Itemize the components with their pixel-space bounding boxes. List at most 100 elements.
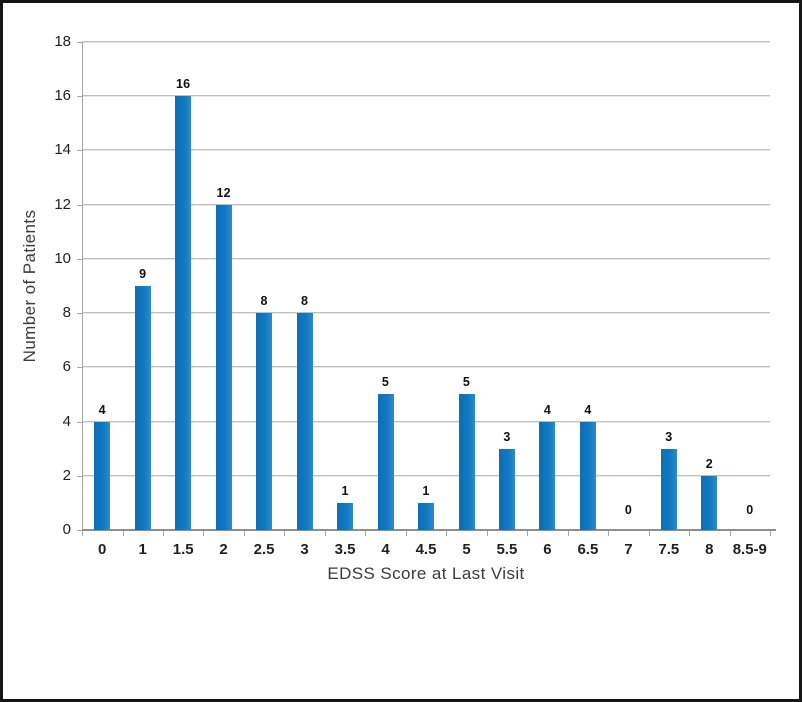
y-axis-tick [77,96,82,98]
x-tick-label: 7.5 [658,541,680,558]
y-axis-tick [77,204,82,206]
y-tick-label: 2 [62,466,71,484]
bar-value-label: 0 [624,503,632,517]
gridline-2 [82,474,770,476]
bar-1.5 [175,96,192,530]
x-tick-label: 8 [705,541,714,558]
y-axis-tick [77,421,82,423]
bar-value-label: 16 [176,77,191,92]
y-axis-tick [77,530,82,531]
x-axis-tick [82,531,83,536]
bar-4 [377,394,394,530]
gridline-6 [82,366,770,368]
x-axis-tick [243,531,245,536]
x-tick-label: 4.5 [415,541,437,558]
y-axis-tick [77,313,82,315]
bar-2.5 [256,313,273,530]
gridline-4 [82,420,770,422]
y-tick-label: 18 [54,33,71,50]
bar-5.5 [498,448,515,530]
bar-value-label: 8 [260,294,268,309]
bar-value-label: 2 [705,456,713,471]
x-axis-tick [648,531,650,536]
x-tick-label: 5 [462,541,471,558]
bar-value-label: 4 [98,402,106,417]
x-tick-label: 8.5-9 [732,541,767,558]
x-axis-line [82,529,776,531]
x-axis-tick [608,531,610,536]
bar-2 [215,204,232,530]
y-axis-tick [77,367,82,369]
y-axis-tick [77,150,82,152]
y-tick-label: 14 [54,141,71,159]
x-axis-tick [324,531,326,536]
x-tick-label: 3 [300,541,309,558]
y-tick-label: 0 [62,521,71,538]
bar-value-label: 8 [301,294,309,309]
bar-value-label: 9 [139,267,147,281]
bar-value-label: 4 [584,402,592,417]
bar-7.5 [660,448,677,530]
x-axis-tick [689,531,691,536]
x-axis-tick [365,531,367,536]
x-axis-tick [567,531,569,536]
bar-6 [539,421,556,530]
x-axis-tick [122,531,124,536]
y-axis-line [82,42,83,530]
y-tick-label: 6 [62,358,71,376]
y-tick-label: 12 [54,195,71,213]
x-axis-tick [729,531,731,536]
bar-value-label: 12 [216,185,231,200]
x-axis-tick [405,531,407,536]
x-tick-label: 6.5 [577,541,599,558]
y-tick-label: 4 [62,412,71,430]
x-tick-label: 1 [138,541,147,558]
x-tick-label: 2.5 [253,541,275,558]
x-axis-tick [162,531,164,536]
bar-value-label: 5 [462,375,471,390]
x-axis-tick [527,531,529,536]
x-axis-tick [446,531,448,536]
x-axis-tick [203,531,205,536]
bar-3 [296,313,313,530]
bar-6.5 [579,421,596,530]
bar-5 [458,394,475,530]
x-tick-label: 6 [543,541,552,558]
bar-3.5 [337,502,354,530]
bar-4.5 [418,502,434,530]
gridline-14 [82,149,770,151]
bar-value-label: 0 [746,503,754,517]
y-axis-tick [77,475,82,477]
x-axis-tick [284,531,286,536]
gridline-8 [82,312,770,314]
gridline-12 [82,203,770,205]
x-tick-label: 3.5 [334,541,356,558]
bar-value-label: 3 [503,429,511,444]
x-tick-label: 5.5 [496,541,518,558]
x-tick-label: 1.5 [172,541,194,558]
bar-value-label: 4 [543,402,551,417]
y-axis-tick [77,258,82,260]
gridline-10 [82,257,770,259]
bar-1 [134,286,151,530]
y-tick-label: 10 [54,249,71,267]
x-tick-label: 0 [98,541,107,558]
bar-8 [701,475,718,530]
x-tick-label: 4 [381,541,390,558]
y-axis-title: Number of Patients [20,209,39,363]
y-axis-tick [77,42,82,43]
x-axis-tick [486,531,488,536]
x-axis-title: EDSS Score at Last Visit [327,564,525,583]
bar-value-label: 1 [341,483,349,498]
bar-value-label: 3 [665,429,673,444]
bar-value-label: 1 [422,483,430,498]
x-tick-label: 2 [219,541,228,558]
bar-0 [94,421,111,530]
bar-value-label: 5 [381,375,390,390]
y-tick-label: 8 [62,304,71,322]
x-axis-tick [770,531,771,536]
gridline-16 [82,95,770,97]
x-tick-label: 7 [624,541,633,558]
